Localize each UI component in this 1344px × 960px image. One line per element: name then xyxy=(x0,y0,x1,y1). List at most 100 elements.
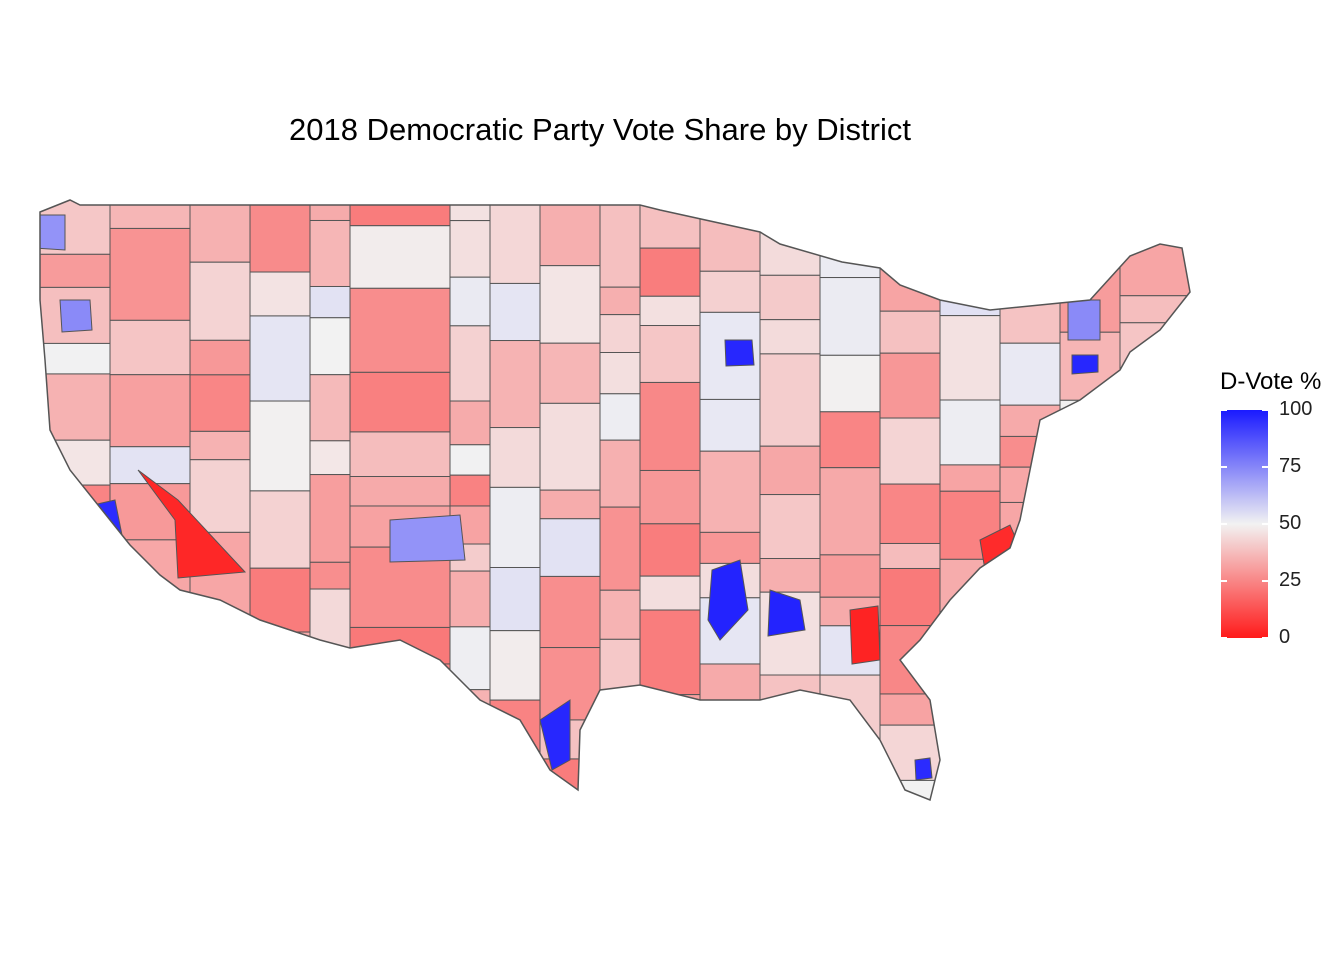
district-region xyxy=(819,411,881,469)
district-region xyxy=(189,791,251,800)
district-region xyxy=(759,200,821,276)
district-region xyxy=(1059,623,1121,664)
district-region xyxy=(189,374,251,432)
district-region xyxy=(819,200,881,227)
district-region xyxy=(489,566,541,632)
district-region xyxy=(639,247,701,297)
district-region xyxy=(879,310,941,354)
legend-tick-mark xyxy=(1262,637,1268,639)
district-region xyxy=(939,627,1001,675)
district-region xyxy=(189,459,251,533)
district-region xyxy=(819,467,881,556)
district-region xyxy=(249,400,311,492)
district-region xyxy=(759,274,821,321)
district-region xyxy=(599,286,641,316)
district-region xyxy=(707,559,749,641)
district-region xyxy=(539,489,601,520)
district-region xyxy=(939,399,1001,466)
district-region xyxy=(109,718,191,762)
legend-tick-mark xyxy=(1262,466,1268,468)
district-region xyxy=(939,200,1001,233)
legend-tick-label: 75 xyxy=(1279,455,1302,477)
district-region xyxy=(309,440,351,476)
district-region xyxy=(599,506,641,591)
district-region xyxy=(489,755,541,800)
district-region xyxy=(599,393,641,441)
district-region xyxy=(40,253,111,288)
legend-title: D-Vote % xyxy=(1220,368,1322,395)
district-region xyxy=(539,265,601,344)
district-region xyxy=(819,277,881,356)
legend-tick-label: 100 xyxy=(1279,398,1313,420)
district-region xyxy=(449,784,491,800)
district-region xyxy=(879,251,941,312)
district-region xyxy=(639,609,701,696)
legend-tick-label: 25 xyxy=(1279,569,1302,591)
district-region xyxy=(1119,630,1190,722)
district-region xyxy=(599,200,641,288)
district-region xyxy=(249,792,311,800)
district-region xyxy=(699,707,761,757)
district-region xyxy=(1059,489,1121,545)
district-region xyxy=(999,220,1061,255)
district-region xyxy=(189,430,251,461)
district-region xyxy=(699,200,761,272)
district-region xyxy=(819,354,881,413)
district-region xyxy=(767,589,806,637)
district-region xyxy=(309,374,351,442)
district-region xyxy=(599,589,641,640)
district-region xyxy=(759,319,821,355)
district-region xyxy=(879,567,941,627)
district-region xyxy=(349,287,451,373)
district-region xyxy=(309,474,351,563)
district-region xyxy=(249,315,311,402)
district-region xyxy=(109,688,191,720)
district-region xyxy=(879,542,941,569)
district-region xyxy=(1059,662,1121,696)
district-region xyxy=(1071,354,1099,375)
district-region xyxy=(759,353,821,447)
district-region xyxy=(999,282,1061,344)
district-region xyxy=(249,679,311,721)
district-region xyxy=(639,523,701,577)
district-region xyxy=(939,740,1001,800)
district-region xyxy=(449,220,491,278)
district-region xyxy=(449,474,491,507)
district-region xyxy=(639,295,701,327)
district-region xyxy=(639,756,701,800)
legend-tick-mark xyxy=(1262,409,1268,411)
district-region xyxy=(939,673,1001,742)
district-region xyxy=(449,751,491,786)
legend-tick-mark xyxy=(1221,409,1227,411)
legend-tick-mark xyxy=(1221,580,1227,582)
district-region xyxy=(999,758,1061,800)
district-region xyxy=(189,623,251,681)
district-region xyxy=(999,253,1061,284)
district-region xyxy=(109,227,191,321)
district-region xyxy=(1067,299,1101,341)
district-region xyxy=(699,531,761,564)
district-region xyxy=(349,663,451,734)
district-region xyxy=(879,200,941,253)
district-region xyxy=(249,200,311,273)
district-region xyxy=(109,319,191,376)
district-region xyxy=(449,276,491,327)
district-region xyxy=(40,555,111,617)
district-region xyxy=(489,340,541,429)
district-region xyxy=(724,339,755,367)
district-region xyxy=(999,613,1061,673)
district-region xyxy=(599,314,641,354)
district-region xyxy=(539,200,601,267)
district-region xyxy=(40,789,111,800)
district-region xyxy=(349,476,451,507)
district-region xyxy=(109,602,191,640)
district-region xyxy=(349,225,451,289)
district-region xyxy=(1119,404,1190,461)
district-region xyxy=(639,381,701,471)
district-region xyxy=(849,605,881,665)
legend-tick-mark xyxy=(1221,466,1227,468)
legend-tick-label: 0 xyxy=(1279,626,1291,648)
legend-tick-label: 50 xyxy=(1279,512,1302,534)
district-region xyxy=(249,631,311,681)
